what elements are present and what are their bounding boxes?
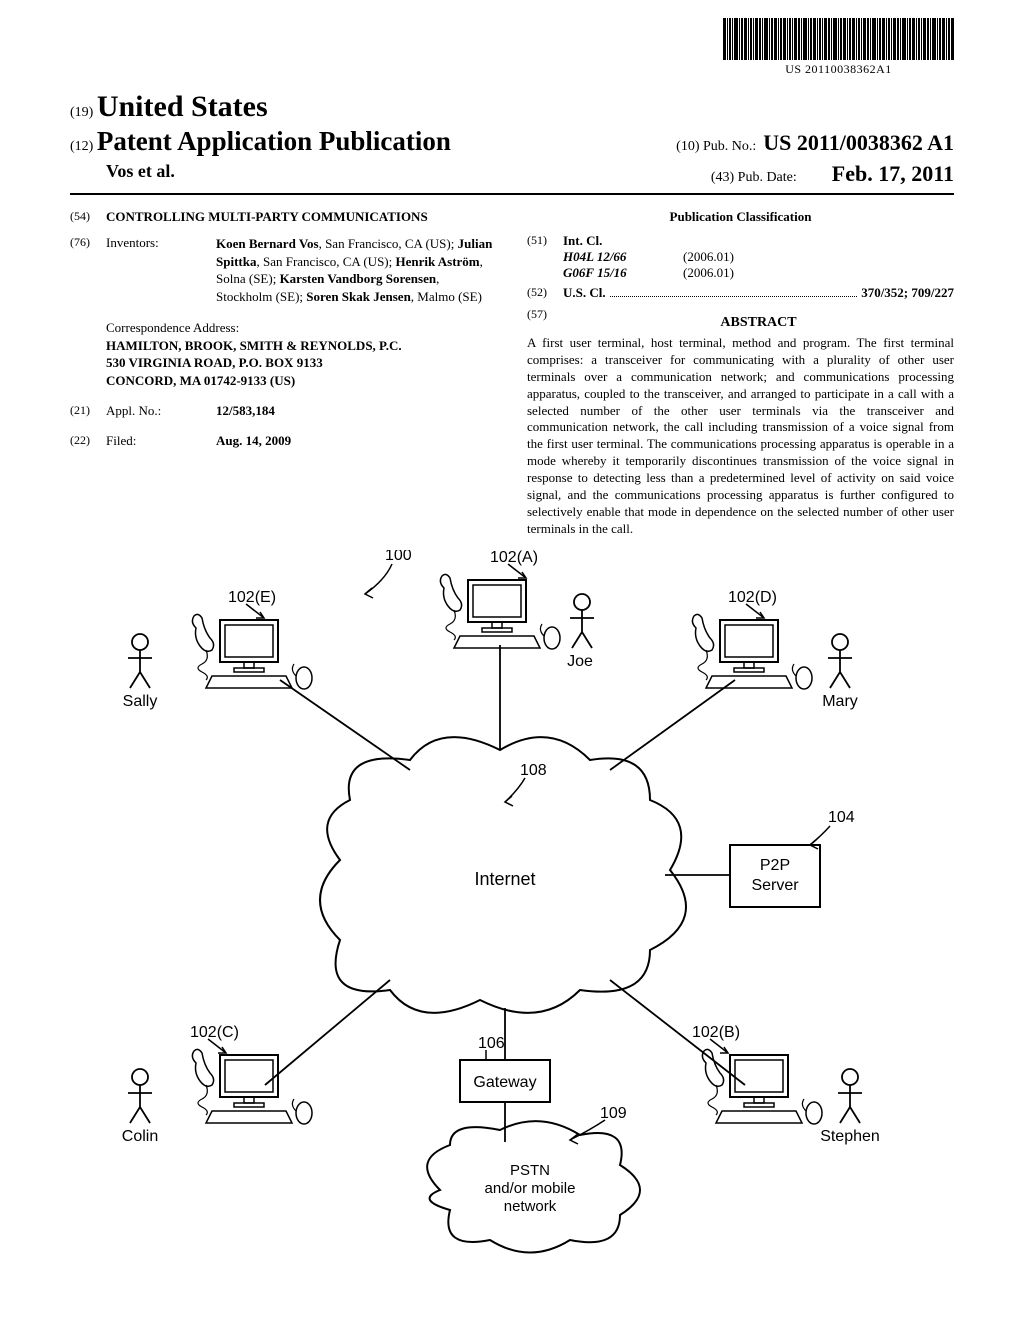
country: United States [97, 90, 268, 123]
pstn-label-2: and/or mobile [485, 1180, 576, 1197]
intcl-year-0: (2006.01) [683, 249, 734, 265]
corr-label: Correspondence Address: [106, 319, 497, 337]
intcl-label: Int. Cl. [563, 233, 734, 249]
uscl-value: 370/352; 709/227 [861, 285, 954, 301]
abstract-label: ABSTRACT [563, 315, 954, 331]
correspondence-address: Correspondence Address: HAMILTON, BROOK,… [106, 319, 497, 389]
code-51: (51) [527, 233, 563, 281]
corr-name: HAMILTON, BROOK, SMITH & REYNOLDS, P.C. [106, 337, 497, 355]
p2p-server-icon [730, 845, 820, 907]
code-19: (19) [70, 105, 93, 120]
dot-leader [610, 285, 858, 297]
code-54: (54) [70, 209, 106, 225]
user-b: Stephen [820, 1128, 880, 1145]
intcl-code-1: G06F 15/16 [563, 265, 683, 281]
pub-date-label: Pub. Date: [738, 170, 797, 185]
bibliographic-columns: (54) CONTROLLING MULTI-PARTY COMMUNICATI… [70, 209, 954, 538]
corr-addr1: 530 VIRGINIA ROAD, P.O. BOX 9133 [106, 354, 497, 372]
ref-100: 100 [385, 550, 412, 564]
pub-type: Patent Application Publication [97, 126, 451, 156]
p2p-label-2: Server [751, 877, 799, 894]
appl-label: Appl. No.: [106, 403, 216, 419]
internet-label: Internet [474, 869, 535, 889]
ref-102d: 102(D) [728, 589, 777, 606]
authors: Vos et al. [106, 161, 175, 181]
pstn-label-1: PSTN [510, 1162, 550, 1179]
user-c: Colin [122, 1128, 158, 1145]
intcl-code-0: H04L 12/66 [563, 249, 683, 265]
inventors-label: Inventors: [106, 235, 216, 305]
corr-addr2: CONCORD, MA 01742-9133 (US) [106, 372, 497, 390]
pub-date: Feb. 17, 2011 [832, 161, 954, 186]
header-rule [70, 193, 954, 195]
barcode-region: US 20110038362A1 [723, 18, 954, 77]
uscl-label: U.S. Cl. [563, 285, 606, 301]
pub-no: US 2011/0038362 A1 [763, 130, 954, 155]
code-52: (52) [527, 285, 563, 301]
pub-no-label: Pub. No.: [703, 139, 756, 154]
document-header: (19) United States (12) Patent Applicati… [70, 90, 954, 195]
appl-no: 12/583,184 [216, 403, 275, 419]
intcl-row: G06F 15/16 (2006.01) [563, 265, 734, 281]
invention-title: CONTROLLING MULTI-PARTY COMMUNICATIONS [106, 209, 428, 225]
ref-102a: 102(A) [490, 550, 538, 566]
code-57: (57) [527, 307, 563, 331]
barcode-text: US 20110038362A1 [723, 62, 954, 77]
ref-108: 108 [520, 762, 547, 779]
filed-label: Filed: [106, 433, 216, 449]
ref-102e: 102(E) [228, 589, 276, 606]
code-12: (12) [70, 139, 93, 154]
barcode-icon [723, 18, 954, 60]
code-43: (43) [711, 170, 734, 185]
ref-104: 104 [828, 809, 855, 826]
code-76: (76) [70, 235, 106, 305]
code-21: (21) [70, 403, 106, 419]
classification-header: Publication Classification [527, 209, 954, 225]
user-a: Joe [567, 653, 593, 670]
ref-102c: 102(C) [190, 1024, 239, 1041]
user-e: Sally [123, 693, 158, 710]
right-column: Publication Classification (51) Int. Cl.… [527, 209, 954, 538]
ref-109: 109 [600, 1105, 627, 1122]
abstract-text: A first user terminal, host terminal, me… [527, 335, 954, 538]
pstn-label-3: network [504, 1198, 557, 1215]
left-column: (54) CONTROLLING MULTI-PARTY COMMUNICATI… [70, 209, 497, 538]
code-22: (22) [70, 433, 106, 449]
intcl-row: H04L 12/66 (2006.01) [563, 249, 734, 265]
ref-106: 106 [478, 1035, 505, 1052]
inventors-list: Koen Bernard Vos, San Francisco, CA (US)… [216, 235, 497, 305]
p2p-label-1: P2P [760, 857, 790, 874]
gateway-label: Gateway [473, 1074, 536, 1091]
user-d: Mary [822, 693, 858, 710]
ref-102b: 102(B) [692, 1024, 740, 1041]
filed-date: Aug. 14, 2009 [216, 433, 291, 449]
intcl-year-1: (2006.01) [683, 265, 734, 281]
figure-1: Internet P2P Server Gateway PSTN and/or … [110, 550, 930, 1290]
code-10: (10) [676, 139, 699, 154]
